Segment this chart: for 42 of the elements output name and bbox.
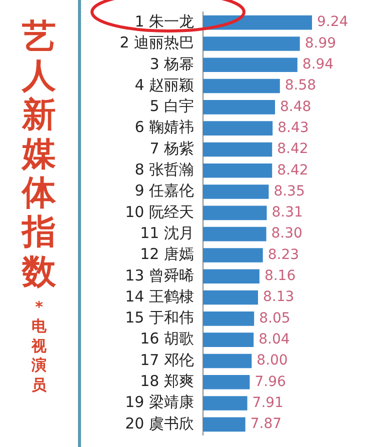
data-label: 8.42 (277, 141, 308, 158)
text: *电视演员 (30, 298, 48, 396)
data-label: 7.91 (252, 394, 284, 411)
y-tick-label: 17 邓伦 (140, 350, 194, 369)
data-label: 8.42 (277, 162, 308, 178)
data-label: 8.00 (256, 352, 288, 369)
data-label: 8.13 (262, 289, 294, 306)
y-tick-label: 8 张哲瀚 (134, 160, 194, 179)
data-label: 7.87 (250, 416, 282, 432)
y-tick-label: 1 朱一龙 (134, 12, 194, 30)
y-tick-label: 5 白宇 (150, 97, 194, 116)
y-tick-label: 9 任嘉伦 (134, 182, 194, 200)
y-tick-label: 2 迪丽热巴 (120, 34, 194, 52)
data-label: 8.05 (259, 310, 290, 326)
data-label: 8.35 (274, 183, 305, 200)
y-tick-label: 6 鞠婧祎 (134, 118, 194, 136)
data-label: 8.16 (264, 268, 296, 284)
data-label: 8.48 (280, 98, 312, 115)
data-label: 8.30 (271, 226, 302, 242)
data-label: 9.24 (317, 14, 348, 30)
data-label: 8.23 (268, 246, 300, 263)
data-label: 8.58 (284, 78, 316, 94)
y-tick-label: 20 虞书欣 (125, 414, 194, 432)
data-label: 8.31 (272, 204, 303, 221)
y-tick-label: 12 唐嫣 (140, 245, 194, 264)
data-label: 8.99 (304, 35, 336, 52)
y-tick-label: 15 于和伟 (125, 308, 194, 327)
y-tick-label: 16 胡歌 (140, 330, 194, 348)
y-tick-label: 11 沈月 (140, 224, 194, 242)
y-tick-label: 18 郑爽 (140, 372, 194, 390)
y-tick-label: 4 赵丽颖 (134, 76, 194, 94)
y-tick-label: 10 阮经天 (125, 202, 194, 221)
y-tick-label: 19 梁靖康 (125, 393, 194, 412)
data-label: 8.43 (278, 120, 309, 136)
y-tick-label: 7 杨紫 (150, 139, 194, 158)
data-label: 8.94 (302, 56, 334, 73)
y-tick-label: 13 曾舜晞 (125, 266, 194, 284)
y-tick-label: 14 王鹤棣 (125, 287, 194, 306)
data-label: 7.96 (254, 374, 286, 390)
data-label: 8.04 (258, 331, 290, 348)
text: 艺人新媒体指数 (20, 17, 57, 292)
y-tick-label: 3 杨幂 (150, 54, 194, 73)
